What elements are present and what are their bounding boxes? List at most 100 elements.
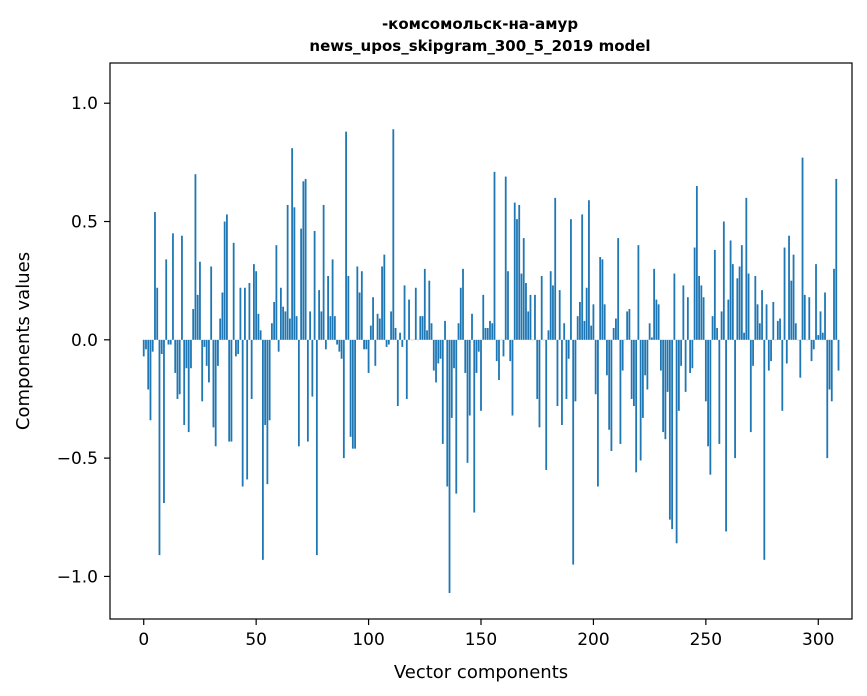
bar-298 <box>812 339 815 350</box>
bar-206 <box>606 339 608 376</box>
bar-237 <box>675 339 678 544</box>
bar-288 <box>790 280 793 340</box>
bar-11 <box>167 339 170 345</box>
bar-88 <box>340 339 343 359</box>
bar-65 <box>288 318 291 340</box>
bar-47 <box>248 283 251 340</box>
bar-203 <box>599 257 602 340</box>
bar-134 <box>444 320 446 340</box>
bar-234 <box>668 339 671 520</box>
bar-54 <box>264 339 267 425</box>
bar-239 <box>680 339 683 366</box>
bar-272 <box>754 275 757 340</box>
bar-196 <box>583 320 586 340</box>
bar-114 <box>399 332 401 340</box>
bar-209 <box>612 327 615 340</box>
bar-299 <box>815 264 817 340</box>
bar-180 <box>547 330 550 340</box>
bar-0 <box>142 339 145 357</box>
x-tick-label: 0 <box>138 630 149 650</box>
bar-29 <box>208 339 210 383</box>
bar-81 <box>324 339 327 350</box>
bar-128 <box>430 323 433 340</box>
bar-176 <box>538 339 541 428</box>
y-tick-label: 0.5 <box>71 213 98 233</box>
bar-7 <box>158 339 161 556</box>
bar-67 <box>293 207 296 340</box>
bar-222 <box>641 339 644 418</box>
bar-85 <box>333 316 336 340</box>
bar-111 <box>392 129 395 340</box>
bar-233 <box>666 339 669 392</box>
bar-284 <box>781 339 784 411</box>
bar-251 <box>707 339 709 447</box>
bar-55 <box>266 339 269 485</box>
bar-262 <box>731 264 734 340</box>
bar-165 <box>513 202 516 340</box>
bar-189 <box>567 339 570 359</box>
bar-48 <box>250 339 253 399</box>
bar-92 <box>349 339 352 437</box>
bar-278 <box>767 339 770 371</box>
bar-75 <box>311 339 314 397</box>
bar-30 <box>210 266 213 340</box>
bar-95 <box>356 266 359 340</box>
bar-89 <box>342 339 345 459</box>
bar-118 <box>408 299 410 340</box>
bar-59 <box>275 245 278 340</box>
bar-156 <box>493 171 496 340</box>
bar-49 <box>253 264 255 340</box>
bar-227 <box>653 268 656 340</box>
bar-99 <box>365 339 368 350</box>
bar-250 <box>704 339 707 402</box>
bar-229 <box>657 304 660 340</box>
bar-259 <box>725 339 727 532</box>
bar-133 <box>441 339 444 444</box>
bar-58 <box>273 301 276 340</box>
bar-103 <box>374 339 377 366</box>
bar-249 <box>702 297 705 340</box>
bar-52 <box>259 330 262 340</box>
bar-1 <box>145 339 147 350</box>
bar-69 <box>297 339 300 447</box>
bar-232 <box>664 339 667 440</box>
bar-66 <box>291 148 294 340</box>
bar-205 <box>603 304 606 340</box>
bar-168 <box>520 273 523 340</box>
bar-212 <box>619 339 622 444</box>
bar-246 <box>695 186 698 340</box>
bar-157 <box>495 339 498 362</box>
bar-33 <box>217 339 219 366</box>
bar-248 <box>700 285 703 340</box>
bar-182 <box>552 285 554 340</box>
bar-147 <box>473 339 476 513</box>
bar-61 <box>279 287 282 340</box>
bar-35 <box>221 292 224 340</box>
bar-269 <box>747 273 750 340</box>
bar-108 <box>385 339 388 347</box>
bar-290 <box>794 323 797 340</box>
bar-197 <box>585 287 588 340</box>
bar-138 <box>453 339 455 369</box>
bar-271 <box>752 339 754 366</box>
bar-9 <box>163 339 165 504</box>
bar-254 <box>713 249 716 340</box>
bar-258 <box>722 221 725 340</box>
bar-170 <box>525 283 527 340</box>
bar-273 <box>756 304 759 340</box>
bar-267 <box>743 332 745 340</box>
bar-22 <box>192 309 195 340</box>
bar-84 <box>331 259 334 340</box>
bar-139 <box>455 339 458 494</box>
bar-287 <box>788 235 790 340</box>
y-axis-ticks: −1.0 −0.5 0.0 0.5 1.0 <box>57 94 110 587</box>
bar-12 <box>169 339 172 345</box>
bar-144 <box>466 339 469 463</box>
bar-252 <box>709 339 712 475</box>
bar-15 <box>176 339 179 399</box>
bar-143 <box>464 339 467 373</box>
bar-115 <box>401 339 404 347</box>
bar-117 <box>405 339 408 399</box>
bar-223 <box>644 339 647 376</box>
bar-110 <box>390 311 392 340</box>
